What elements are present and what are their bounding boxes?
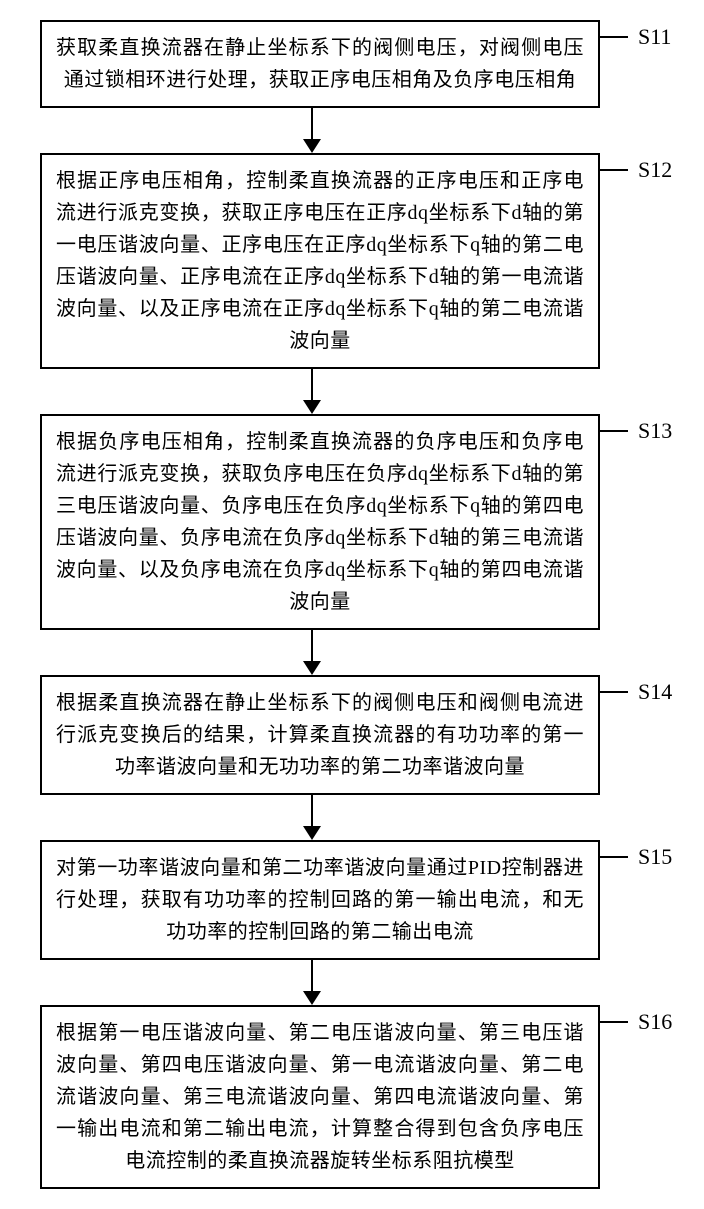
step-label-s12: S12 <box>638 157 672 183</box>
step-row: 根据负序电压相角，控制柔直换流器的负序电压和负序电流进行派克变换，获取负序电压在… <box>10 414 694 630</box>
label-connector <box>600 1021 628 1023</box>
step-box-s16: 根据第一电压谐波向量、第二电压谐波向量、第三电压谐波向量、第四电压谐波向量、第一… <box>40 1005 600 1189</box>
step-box-s12: 根据正序电压相角，控制柔直换流器的正序电压和正序电流进行派克变换，获取正序电压在… <box>40 153 600 369</box>
arrow-icon <box>303 960 321 1005</box>
step-row: 获取柔直换流器在静止坐标系下的阀侧电压，对阀侧电压通过锁相环进行处理，获取正序电… <box>10 20 694 108</box>
arrow-icon <box>303 630 321 675</box>
label-connector <box>600 430 628 432</box>
flowchart-container: 获取柔直换流器在静止坐标系下的阀侧电压，对阀侧电压通过锁相环进行处理，获取正序电… <box>10 20 694 1189</box>
step-text: 对第一功率谐波向量和第二功率谐波向量通过PID控制器进行处理，获取有功功率的控制… <box>56 857 584 943</box>
step-text: 根据柔直换流器在静止坐标系下的阀侧电压和阀侧电流进行派克变换后的结果，计算柔直换… <box>56 692 584 778</box>
step-label-s16: S16 <box>638 1009 672 1035</box>
step-text: 根据正序电压相角，控制柔直换流器的正序电压和正序电流进行派克变换，获取正序电压在… <box>56 170 584 352</box>
step-box-s15: 对第一功率谐波向量和第二功率谐波向量通过PID控制器进行处理，获取有功功率的控制… <box>40 840 600 960</box>
step-text: 获取柔直换流器在静止坐标系下的阀侧电压，对阀侧电压通过锁相环进行处理，获取正序电… <box>56 37 584 91</box>
step-box-s14: 根据柔直换流器在静止坐标系下的阀侧电压和阀侧电流进行派克变换后的结果，计算柔直换… <box>40 675 600 795</box>
step-label-s13: S13 <box>638 418 672 444</box>
label-connector <box>600 856 628 858</box>
arrow-icon <box>303 369 321 414</box>
step-label-s15: S15 <box>638 844 672 870</box>
step-label-s14: S14 <box>638 679 672 705</box>
step-box-s13: 根据负序电压相角，控制柔直换流器的负序电压和负序电流进行派克变换，获取负序电压在… <box>40 414 600 630</box>
step-text: 根据第一电压谐波向量、第二电压谐波向量、第三电压谐波向量、第四电压谐波向量、第一… <box>56 1022 584 1172</box>
step-row: 根据第一电压谐波向量、第二电压谐波向量、第三电压谐波向量、第四电压谐波向量、第一… <box>10 1005 694 1189</box>
arrow-icon <box>303 108 321 153</box>
label-connector <box>600 169 628 171</box>
label-connector <box>600 36 628 38</box>
arrow-icon <box>303 795 321 840</box>
step-text: 根据负序电压相角，控制柔直换流器的负序电压和负序电流进行派克变换，获取负序电压在… <box>56 431 584 613</box>
step-row: 根据正序电压相角，控制柔直换流器的正序电压和正序电流进行派克变换，获取正序电压在… <box>10 153 694 369</box>
step-row: 对第一功率谐波向量和第二功率谐波向量通过PID控制器进行处理，获取有功功率的控制… <box>10 840 694 960</box>
label-connector <box>600 691 628 693</box>
step-row: 根据柔直换流器在静止坐标系下的阀侧电压和阀侧电流进行派克变换后的结果，计算柔直换… <box>10 675 694 795</box>
step-label-s11: S11 <box>638 24 671 50</box>
step-box-s11: 获取柔直换流器在静止坐标系下的阀侧电压，对阀侧电压通过锁相环进行处理，获取正序电… <box>40 20 600 108</box>
